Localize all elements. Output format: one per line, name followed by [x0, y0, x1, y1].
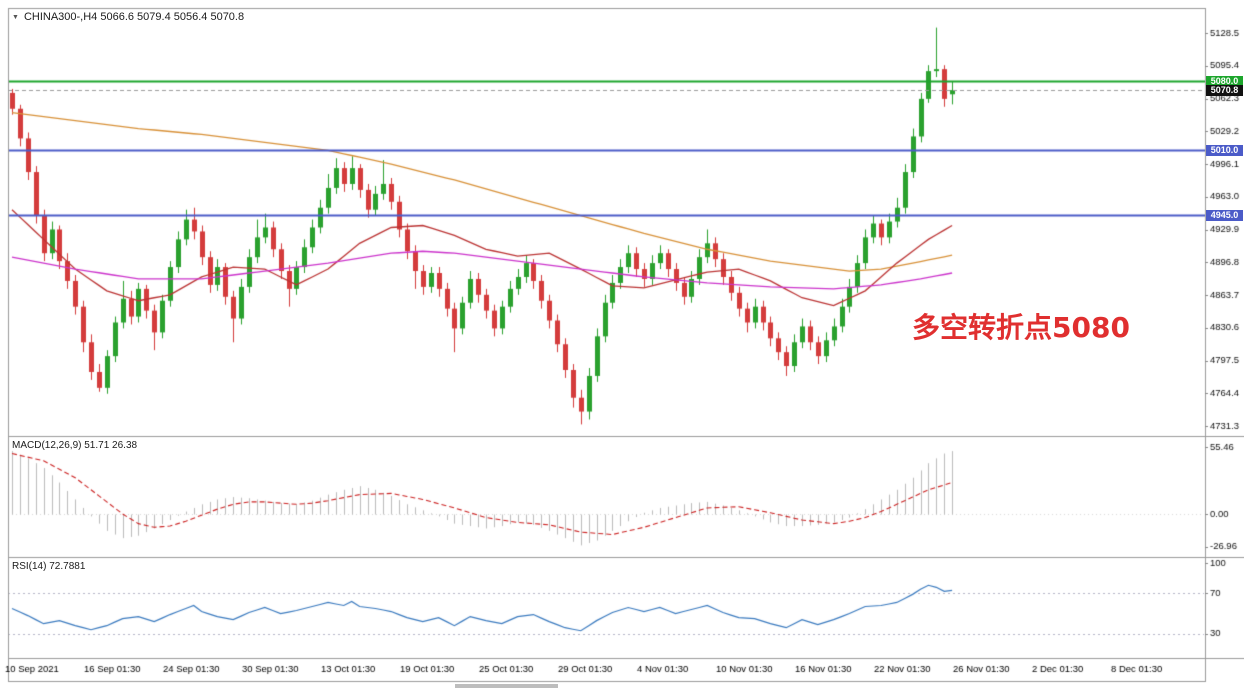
price-tag: 5080.0 — [1206, 76, 1243, 87]
rsi-indicator-label: RSI(14) 72.7881 — [12, 561, 86, 572]
price-tag: 5070.8 — [1206, 85, 1243, 96]
price-tag: 4945.0 — [1206, 210, 1243, 221]
horizontal-scrollbar-thumb[interactable] — [455, 684, 558, 688]
dropdown-arrow-icon[interactable]: ▼ — [12, 13, 19, 21]
chart-title-bar: ▼ CHINA300-,H4 5066.6 5079.4 5056.4 5070… — [12, 11, 244, 23]
price-tag: 5010.0 — [1206, 145, 1243, 156]
macd-indicator-label: MACD(12,26,9) 51.71 26.38 — [12, 440, 138, 451]
symbol-ohlc-title: CHINA300-,H4 5066.6 5079.4 5056.4 5070.8 — [23, 11, 245, 23]
annotation-text: 多空转折点5080 — [912, 311, 1130, 344]
